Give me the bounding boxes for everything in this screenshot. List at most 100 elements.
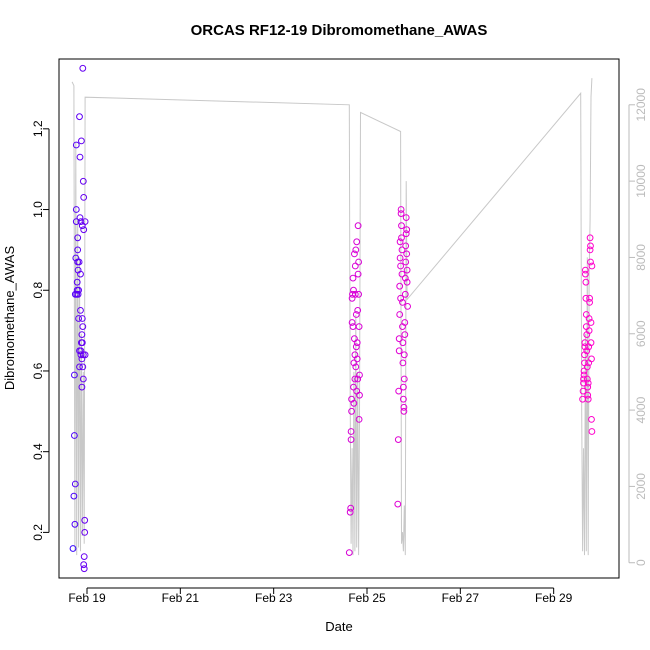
data-point (587, 258, 594, 266)
data-point (401, 319, 409, 326)
data-point (582, 278, 590, 286)
x-tick-label: Feb 25 (348, 591, 386, 605)
data-point (354, 222, 362, 230)
data-point (349, 274, 357, 282)
data-point (396, 311, 404, 318)
data-point (79, 351, 87, 359)
chart-title: ORCAS RF12-19 Dibromomethane_AWAS (191, 22, 488, 39)
data-point (396, 254, 404, 262)
data-point (586, 299, 593, 306)
data-point (81, 351, 89, 359)
data-point (79, 177, 87, 185)
data-point (588, 262, 596, 270)
altitude-line (71, 78, 593, 556)
data-point (78, 315, 86, 322)
data-point (397, 206, 405, 213)
data-point (352, 343, 360, 351)
y2-tick-label: 10000 (634, 164, 648, 198)
data-point (588, 416, 595, 423)
data-point (350, 359, 358, 367)
data-point (354, 270, 362, 278)
data-point (351, 335, 358, 343)
data-point (402, 230, 410, 238)
data-point (403, 250, 411, 258)
data-point (586, 294, 593, 302)
data-point (400, 407, 408, 415)
data-point (79, 363, 87, 371)
data-point (80, 553, 88, 560)
data-point (353, 238, 361, 246)
y-tick-label: 0.2 (31, 524, 45, 541)
data-point (72, 254, 80, 262)
data-point (584, 391, 592, 399)
data-point (401, 290, 409, 298)
data-point (355, 258, 363, 266)
data-point (399, 359, 407, 367)
data-point (73, 278, 81, 286)
data-point (581, 343, 589, 351)
data-point (579, 395, 586, 403)
y-axis-label: Dibromomethane_AWAS (2, 246, 17, 391)
data-point (71, 520, 79, 528)
data-point (77, 351, 85, 359)
data-point (398, 270, 406, 278)
data-point (77, 270, 84, 278)
x-tick-label: Feb 27 (442, 591, 480, 605)
data-point (353, 339, 361, 347)
data-point (396, 282, 404, 290)
data-point (399, 299, 406, 306)
data-point (80, 561, 88, 569)
x-axis-label: Date (325, 619, 352, 634)
data-point (398, 234, 405, 242)
data-point (351, 375, 359, 383)
data-point (77, 218, 85, 226)
data-point (400, 383, 407, 391)
data-point (81, 218, 89, 226)
data-point (351, 290, 359, 298)
x-tick-label: Feb 23 (255, 591, 293, 605)
data-point (78, 137, 85, 145)
data-point (79, 375, 87, 383)
data-point (355, 416, 363, 423)
data-point (352, 363, 360, 371)
data-point (345, 549, 353, 556)
data-point (78, 331, 86, 339)
data-point (400, 351, 408, 359)
y2-tick-label: 2000 (634, 473, 648, 500)
data-point (75, 258, 83, 266)
y2-tick-label: 0 (634, 559, 648, 566)
data-point (587, 242, 594, 250)
data-point (74, 290, 82, 298)
y2-tick-label: 12000 (634, 88, 648, 122)
y-tick-label: 1.2 (31, 120, 45, 137)
data-point (69, 545, 77, 552)
data-point (585, 327, 593, 335)
data-point (71, 480, 79, 488)
data-point (397, 294, 405, 302)
x-tick-label: Feb 29 (535, 591, 573, 605)
y2-tick-label: 6000 (634, 320, 648, 347)
y2-tick-label: 4000 (634, 396, 648, 423)
data-point (356, 391, 363, 399)
data-point (580, 379, 587, 387)
data-point (587, 339, 595, 347)
data-point (351, 262, 359, 270)
data-point (582, 294, 590, 302)
data-point (351, 250, 358, 258)
data-point (80, 226, 88, 234)
data-point (404, 303, 412, 310)
data-point (584, 395, 592, 403)
data-point (401, 331, 409, 339)
data-point (71, 371, 78, 379)
data-point (397, 210, 405, 218)
data-point (356, 371, 363, 379)
data-point (395, 335, 403, 343)
data-point (346, 508, 354, 516)
data-point (401, 274, 409, 282)
data-point (76, 363, 83, 371)
data-point (398, 222, 405, 230)
data-point (403, 278, 411, 286)
data-point (348, 319, 356, 326)
data-point (354, 375, 362, 383)
data-point (582, 266, 589, 274)
